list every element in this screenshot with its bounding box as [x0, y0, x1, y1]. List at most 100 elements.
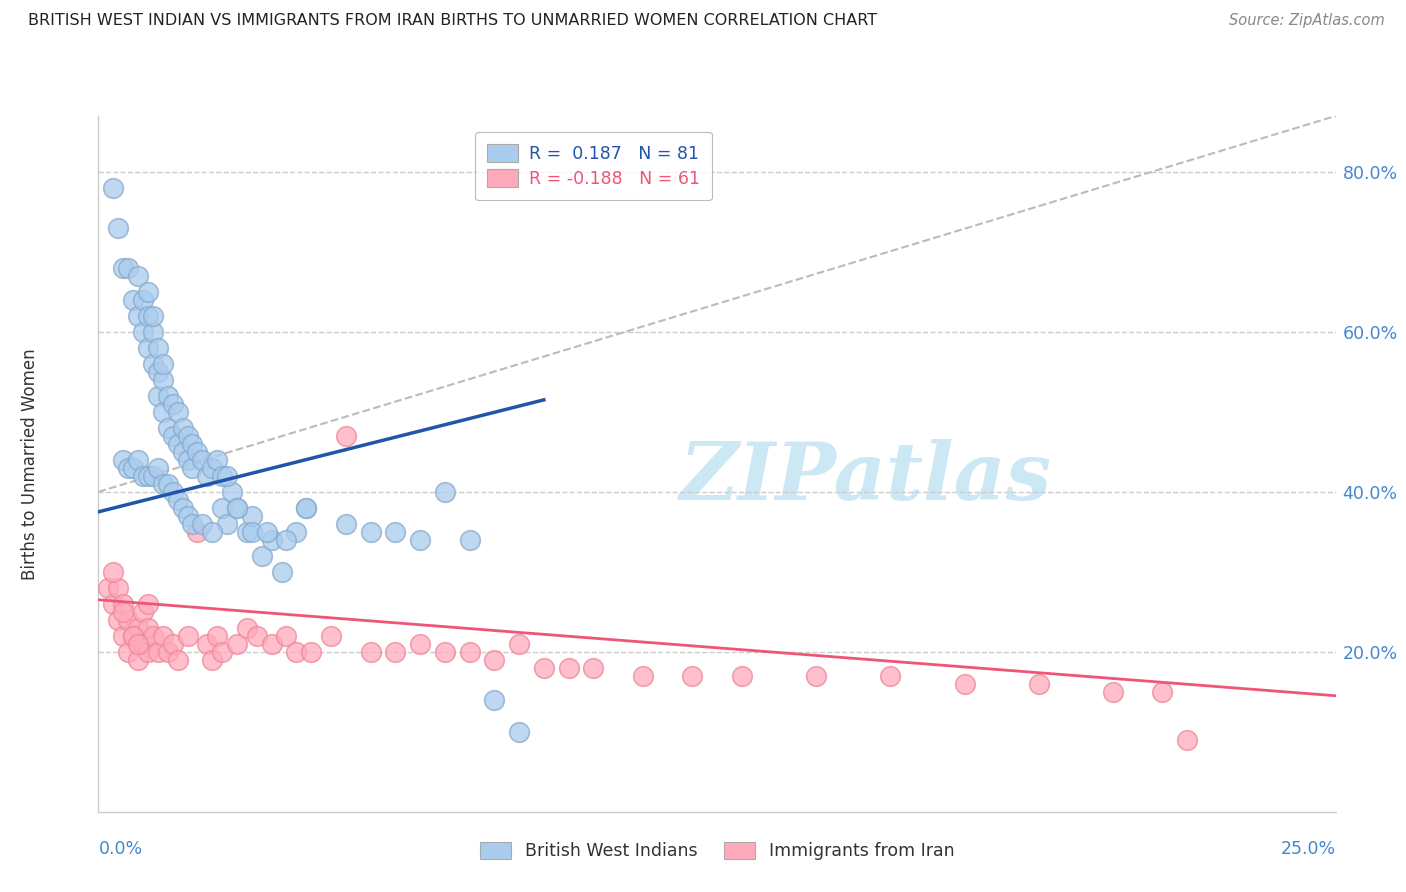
Point	[132, 637, 155, 651]
Text: Source: ZipAtlas.com: Source: ZipAtlas.com	[1229, 13, 1385, 29]
Point	[117, 645, 139, 659]
Point	[484, 692, 506, 706]
Point	[295, 500, 318, 515]
Point	[112, 453, 135, 467]
Point	[409, 533, 432, 547]
Point	[152, 357, 174, 371]
Point	[295, 500, 318, 515]
Point	[433, 645, 456, 659]
Text: BRITISH WEST INDIAN VS IMMIGRANTS FROM IRAN BIRTHS TO UNMARRIED WOMEN CORRELATIO: BRITISH WEST INDIAN VS IMMIGRANTS FROM I…	[28, 13, 877, 29]
Point	[132, 293, 155, 307]
Point	[236, 621, 259, 635]
Point	[103, 597, 125, 611]
Point	[217, 516, 239, 531]
Point	[146, 389, 169, 403]
Point	[360, 645, 382, 659]
Point	[186, 524, 208, 539]
Point	[484, 653, 506, 667]
Point	[319, 629, 342, 643]
Point	[221, 484, 243, 499]
Text: Births to Unmarried Women: Births to Unmarried Women	[21, 348, 39, 580]
Point	[285, 524, 308, 539]
Point	[117, 460, 139, 475]
Point	[166, 653, 188, 667]
Point	[112, 260, 135, 275]
Point	[270, 565, 292, 579]
Point	[582, 661, 605, 675]
Point	[122, 460, 145, 475]
Point	[195, 637, 218, 651]
Point	[176, 453, 198, 467]
Point	[195, 468, 218, 483]
Point	[172, 500, 194, 515]
Point	[176, 508, 198, 523]
Point	[205, 453, 228, 467]
Point	[112, 605, 135, 619]
Point	[384, 524, 406, 539]
Text: ZIPatlas: ZIPatlas	[679, 439, 1052, 516]
Point	[166, 492, 188, 507]
Point	[156, 389, 179, 403]
Point	[117, 260, 139, 275]
Point	[458, 645, 481, 659]
Point	[122, 293, 145, 307]
Point	[879, 669, 901, 683]
Point	[127, 309, 149, 323]
Point	[142, 357, 165, 371]
Point	[409, 637, 432, 651]
Point	[226, 500, 249, 515]
Point	[146, 365, 169, 379]
Point	[142, 629, 165, 643]
Point	[433, 484, 456, 499]
Point	[226, 637, 249, 651]
Point	[156, 645, 179, 659]
Point	[122, 629, 145, 643]
Point	[117, 613, 139, 627]
Point	[136, 621, 159, 635]
Point	[226, 500, 249, 515]
Point	[107, 613, 129, 627]
Point	[127, 453, 149, 467]
Point	[681, 669, 703, 683]
Point	[112, 597, 135, 611]
Point	[112, 629, 135, 643]
Point	[211, 645, 233, 659]
Point	[1028, 677, 1050, 691]
Point	[127, 268, 149, 283]
Point	[201, 653, 224, 667]
Point	[260, 533, 283, 547]
Point	[201, 460, 224, 475]
Point	[176, 629, 198, 643]
Point	[201, 524, 224, 539]
Point	[142, 325, 165, 339]
Point	[172, 445, 194, 459]
Point	[1102, 685, 1125, 699]
Point	[276, 533, 298, 547]
Point	[260, 637, 283, 651]
Point	[156, 476, 179, 491]
Point	[176, 429, 198, 443]
Point	[146, 460, 169, 475]
Point	[1175, 732, 1198, 747]
Text: 0.0%: 0.0%	[98, 839, 142, 857]
Point	[127, 653, 149, 667]
Point	[142, 309, 165, 323]
Point	[166, 405, 188, 419]
Point	[162, 429, 184, 443]
Point	[156, 421, 179, 435]
Point	[152, 405, 174, 419]
Point	[557, 661, 579, 675]
Point	[136, 341, 159, 355]
Point	[335, 429, 357, 443]
Point	[384, 645, 406, 659]
Point	[127, 637, 149, 651]
Point	[152, 476, 174, 491]
Point	[211, 468, 233, 483]
Point	[211, 500, 233, 515]
Point	[142, 468, 165, 483]
Legend: British West Indians, Immigrants from Iran: British West Indians, Immigrants from Ir…	[471, 833, 963, 869]
Point	[508, 637, 530, 651]
Point	[181, 516, 204, 531]
Point	[172, 421, 194, 435]
Point	[191, 516, 214, 531]
